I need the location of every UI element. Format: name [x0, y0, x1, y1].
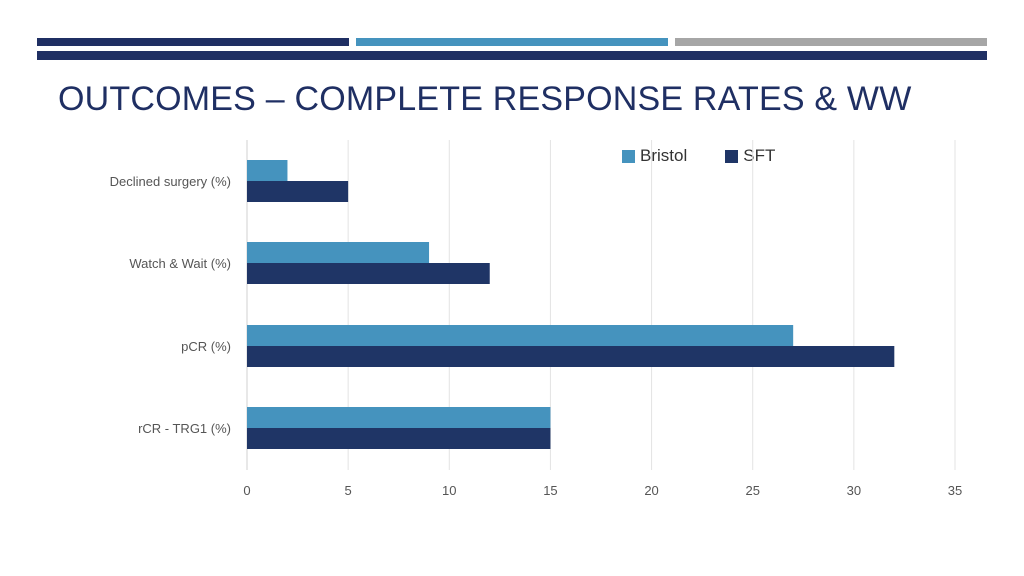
- header-bar-navy: [37, 38, 349, 46]
- x-tick-label: 30: [847, 483, 861, 498]
- x-tick-label: 5: [345, 483, 352, 498]
- bar-bristol-3: [247, 407, 551, 428]
- bar-sft-3: [247, 428, 551, 449]
- category-label: Watch & Wait (%): [129, 256, 231, 271]
- x-tick-label: 35: [948, 483, 962, 498]
- legend-item-sft: SFT: [725, 146, 775, 166]
- legend-label-sft: SFT: [743, 146, 776, 165]
- header-rule: [37, 51, 987, 60]
- bar-sft-1: [247, 263, 490, 284]
- bar-bristol-1: [247, 242, 430, 263]
- x-tick-label: 10: [442, 483, 456, 498]
- legend-swatch-sft: [725, 149, 739, 163]
- header-bar-grey: [675, 38, 987, 46]
- category-label: rCR - TRG1 (%): [138, 421, 231, 436]
- page-title: OUTCOMES – COMPLETE RESPONSE RATES & WW: [58, 80, 912, 118]
- x-tick-label: 15: [543, 483, 557, 498]
- bar-sft-0: [247, 181, 349, 202]
- category-label: Declined surgery (%): [110, 174, 231, 189]
- category-label: pCR (%): [181, 339, 231, 354]
- legend-swatch-bristol: [622, 149, 635, 163]
- x-tick-label: 25: [745, 483, 759, 498]
- x-tick-label: 20: [644, 483, 658, 498]
- header-bar-blue: [356, 38, 668, 46]
- bar-bristol-0: [247, 160, 288, 181]
- x-tick-label: 0: [243, 483, 250, 498]
- bar-sft-2: [247, 346, 895, 367]
- bar-bristol-2: [247, 325, 794, 346]
